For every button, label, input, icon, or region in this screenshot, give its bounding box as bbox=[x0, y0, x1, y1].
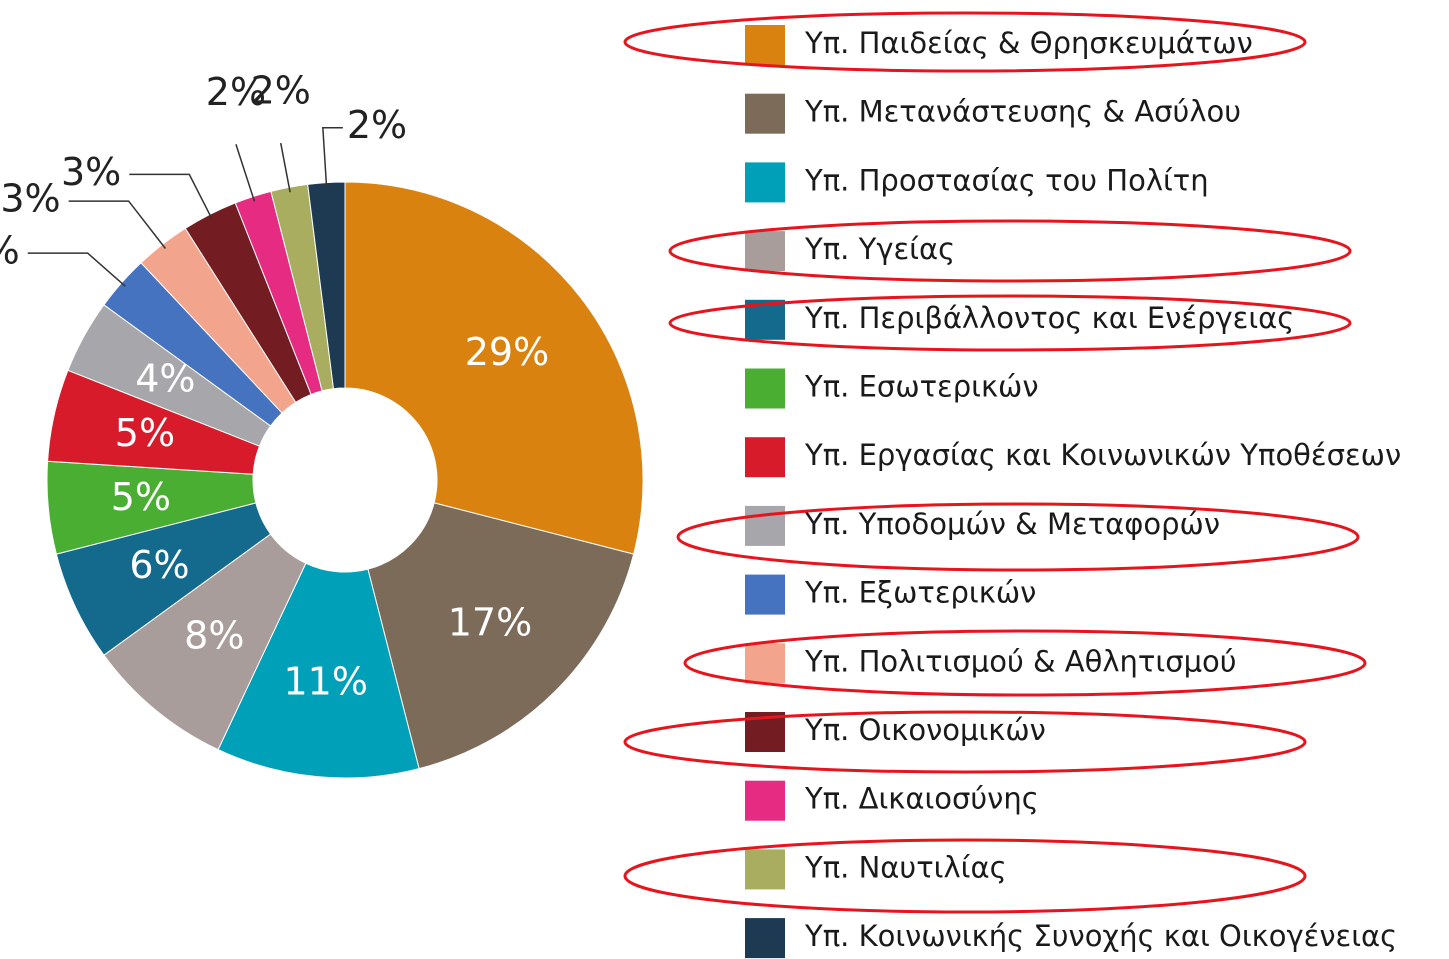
legend-swatch bbox=[745, 162, 785, 203]
highlight-ellipse bbox=[668, 294, 1352, 352]
legend-swatch bbox=[745, 574, 785, 615]
data-label: 3% bbox=[61, 150, 121, 194]
legend-label: Υπ. Περιβάλλοντος και Ενέργειας bbox=[804, 301, 1294, 335]
donut-slice bbox=[217, 562, 420, 779]
donut-slice bbox=[307, 181, 346, 390]
legend-label: Υπ. Προστασίας του Πολίτη bbox=[804, 163, 1209, 197]
leader-line bbox=[279, 142, 291, 193]
leader-line bbox=[27, 252, 126, 287]
legend-swatch bbox=[745, 780, 785, 821]
highlight-ellipse bbox=[623, 838, 1307, 914]
legend-label: Υπ. Πολιτισμού & Αθλητισμού bbox=[804, 644, 1237, 678]
legend-label: Υπ. Μετανάστευσης & Ασύλου bbox=[804, 95, 1241, 129]
legend-swatch bbox=[745, 849, 785, 890]
legend-label: Υπ. Υποδομών & Μεταφορών bbox=[804, 507, 1220, 541]
legend-swatch bbox=[745, 231, 785, 272]
highlight-ellipse bbox=[676, 502, 1360, 572]
legend-label: Υπ. Ναυτιλίας bbox=[804, 850, 1007, 884]
legend-swatch bbox=[745, 437, 785, 478]
legend-label: Υπ. Οικονομικών bbox=[804, 713, 1046, 747]
highlight-ellipse bbox=[683, 629, 1367, 697]
highlight-ellipse bbox=[623, 11, 1307, 73]
donut-slice bbox=[344, 181, 644, 555]
legend-swatch bbox=[745, 93, 785, 134]
legend-label: Υπ. Κοινωνικής Συνοχής και Οικογένειας bbox=[804, 919, 1397, 953]
data-label: 3% bbox=[0, 177, 60, 221]
data-label: 5% bbox=[115, 411, 175, 455]
data-label: 8% bbox=[184, 613, 244, 657]
data-label: 2% bbox=[206, 70, 266, 114]
legend-label: Υπ. Υγείας bbox=[804, 232, 955, 266]
legend-swatch bbox=[745, 368, 785, 409]
legend-swatch bbox=[745, 643, 785, 684]
legend-label: Υπ. Εργασίας και Κοινωνικών Υποθέσεων bbox=[804, 438, 1401, 472]
data-label: 5% bbox=[111, 475, 171, 519]
highlight-annotations bbox=[623, 11, 1367, 914]
legend-swatch bbox=[745, 25, 785, 65]
legend-swatch bbox=[745, 918, 785, 959]
legend-label: Υπ. Δικαιοσύνης bbox=[804, 782, 1039, 816]
leader-line bbox=[235, 144, 256, 202]
data-label: 6% bbox=[129, 543, 189, 587]
legend-label: Υπ. Παιδείας & Θρησκευμάτων bbox=[804, 26, 1253, 60]
legend-label: Υπ. Εσωτερικών bbox=[804, 370, 1039, 404]
data-label: 11% bbox=[283, 660, 367, 704]
data-label: 3% bbox=[0, 229, 20, 273]
leader-line bbox=[68, 200, 167, 249]
data-label: 2% bbox=[347, 103, 407, 147]
legend-swatch bbox=[745, 505, 785, 546]
legend-label: Υπ. Εξωτερικών bbox=[804, 576, 1036, 610]
highlight-ellipse bbox=[623, 710, 1307, 774]
leader-line bbox=[129, 173, 213, 220]
donut-slice bbox=[103, 533, 307, 751]
leader-line bbox=[322, 126, 343, 188]
donut-slice bbox=[367, 502, 635, 770]
highlight-ellipse bbox=[668, 219, 1352, 283]
data-label: 29% bbox=[465, 330, 549, 374]
data-label: 2% bbox=[251, 69, 311, 113]
data-label: 17% bbox=[448, 600, 532, 644]
